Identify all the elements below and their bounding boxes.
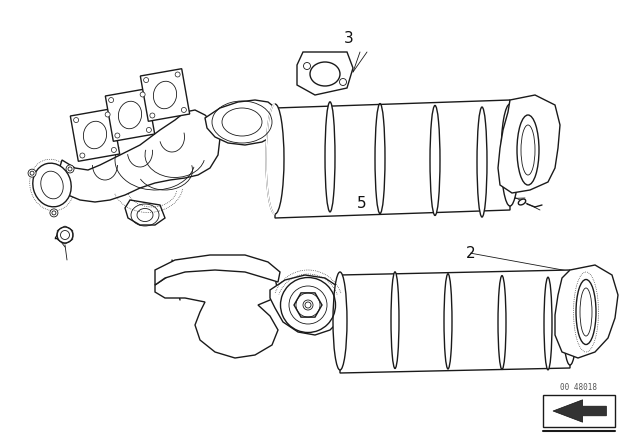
Polygon shape (140, 69, 189, 121)
Ellipse shape (544, 277, 552, 370)
Text: 1: 1 (222, 254, 232, 270)
Ellipse shape (305, 302, 311, 308)
Polygon shape (297, 52, 353, 95)
Polygon shape (275, 100, 510, 218)
Ellipse shape (118, 101, 141, 129)
Ellipse shape (111, 147, 116, 152)
Text: 2: 2 (465, 246, 476, 261)
Polygon shape (270, 275, 345, 335)
Polygon shape (58, 110, 220, 202)
Ellipse shape (563, 273, 577, 365)
Ellipse shape (115, 133, 120, 138)
Polygon shape (155, 265, 278, 358)
Ellipse shape (41, 171, 63, 199)
Ellipse shape (303, 300, 313, 310)
Ellipse shape (28, 169, 36, 177)
Ellipse shape (444, 274, 452, 369)
Ellipse shape (105, 112, 110, 117)
Ellipse shape (477, 107, 487, 217)
Ellipse shape (310, 62, 340, 86)
Ellipse shape (50, 209, 58, 217)
Text: 5: 5 (356, 196, 367, 211)
Ellipse shape (266, 104, 284, 214)
Polygon shape (125, 200, 165, 225)
Ellipse shape (109, 98, 114, 103)
Polygon shape (553, 400, 606, 422)
Ellipse shape (61, 231, 70, 240)
Ellipse shape (68, 167, 72, 171)
Ellipse shape (375, 103, 385, 214)
Ellipse shape (501, 104, 519, 206)
Ellipse shape (175, 72, 180, 77)
Ellipse shape (498, 276, 506, 370)
Ellipse shape (339, 78, 346, 86)
Ellipse shape (57, 227, 73, 243)
Ellipse shape (83, 121, 107, 149)
Ellipse shape (80, 153, 85, 158)
Ellipse shape (154, 81, 177, 109)
Ellipse shape (325, 102, 335, 212)
Polygon shape (155, 255, 280, 285)
Polygon shape (106, 89, 155, 141)
Polygon shape (555, 265, 618, 358)
Ellipse shape (391, 272, 399, 368)
Ellipse shape (430, 105, 440, 215)
Ellipse shape (66, 165, 74, 173)
Ellipse shape (33, 163, 71, 207)
Polygon shape (543, 395, 615, 427)
Polygon shape (70, 109, 120, 161)
Ellipse shape (580, 288, 592, 336)
Polygon shape (340, 270, 570, 373)
Polygon shape (205, 100, 280, 145)
Ellipse shape (30, 171, 34, 175)
Ellipse shape (150, 113, 155, 118)
Ellipse shape (74, 117, 79, 123)
Text: 4: 4 (52, 230, 63, 245)
Ellipse shape (143, 78, 148, 82)
Ellipse shape (52, 211, 56, 215)
Ellipse shape (181, 108, 186, 112)
Polygon shape (30, 20, 620, 260)
Ellipse shape (576, 280, 596, 345)
Text: 00 48018: 00 48018 (561, 383, 598, 392)
Ellipse shape (517, 115, 539, 185)
Ellipse shape (147, 127, 152, 133)
Ellipse shape (521, 125, 535, 175)
Text: 3: 3 (344, 30, 354, 46)
Ellipse shape (333, 272, 347, 370)
Ellipse shape (518, 199, 525, 205)
Ellipse shape (140, 92, 145, 97)
Ellipse shape (303, 63, 310, 69)
Polygon shape (498, 95, 560, 193)
